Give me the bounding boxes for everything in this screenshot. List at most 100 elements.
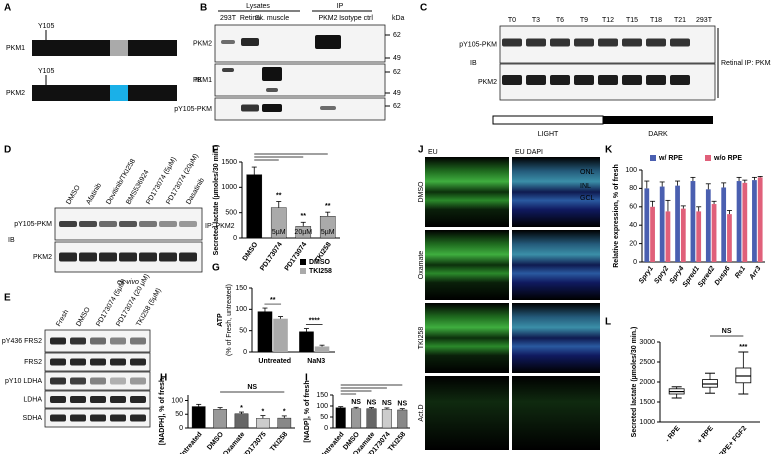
blot-band bbox=[646, 38, 666, 47]
annotation: ** bbox=[276, 192, 282, 199]
y-tick-label: 2500 bbox=[639, 359, 655, 366]
panel-letter: A bbox=[4, 3, 11, 14]
y-tick-label: 0 bbox=[179, 425, 183, 432]
legend-swatch bbox=[650, 155, 656, 161]
bar bbox=[736, 181, 742, 262]
y-tick-label: 100 bbox=[316, 403, 328, 410]
x-tick-label: DMSO bbox=[242, 241, 260, 263]
blot-frame bbox=[214, 97, 386, 121]
domain-bar bbox=[32, 40, 177, 56]
panel-letter: B bbox=[200, 3, 207, 14]
micrograph bbox=[425, 157, 509, 227]
blot-band bbox=[598, 38, 618, 47]
blot-band bbox=[59, 252, 77, 262]
blot-band bbox=[110, 396, 126, 403]
ip-label: Retinal IP: PKM2 bbox=[721, 60, 771, 67]
lane-label: DMSO bbox=[75, 306, 92, 328]
exon-segment bbox=[110, 85, 128, 101]
micrograph bbox=[512, 303, 600, 373]
blot-band bbox=[241, 38, 259, 46]
micrograph bbox=[425, 376, 509, 450]
y-axis-label: ATP bbox=[217, 313, 224, 327]
blot-band bbox=[90, 396, 106, 403]
blot-band bbox=[502, 38, 522, 47]
legend-label: TKI258 bbox=[309, 268, 332, 275]
y-axis-label: Secreted lactate (µmoles/30 min.) bbox=[631, 327, 638, 438]
y-tick-label: 1000 bbox=[221, 184, 237, 191]
panel-letter: H bbox=[160, 373, 167, 384]
annotation: NS bbox=[351, 399, 361, 406]
x-tick-label: Rs1 bbox=[734, 265, 747, 280]
y-axis-label: Relative expression, % of fresh bbox=[613, 164, 620, 267]
bar bbox=[191, 406, 206, 429]
blot-band bbox=[646, 75, 666, 85]
bar bbox=[366, 408, 377, 429]
kda-marker: 49 bbox=[393, 90, 401, 97]
y-tick-label: 0 bbox=[324, 425, 328, 432]
blot-band bbox=[110, 377, 126, 385]
x-tick-label: Untreated bbox=[258, 358, 291, 365]
bar bbox=[273, 318, 288, 352]
x-tick-label: PD173074 bbox=[284, 241, 309, 272]
annotation: ** bbox=[270, 297, 276, 304]
blot-band bbox=[139, 252, 157, 262]
y-tick-label: 150 bbox=[316, 392, 328, 399]
blot-band bbox=[110, 337, 126, 345]
micrograph bbox=[425, 230, 509, 300]
lane-label: Retina bbox=[240, 15, 260, 22]
bar bbox=[234, 413, 249, 429]
blot-band bbox=[110, 414, 126, 422]
micrograph bbox=[512, 157, 600, 227]
blot-band bbox=[550, 38, 570, 47]
panel-letter: F bbox=[212, 145, 218, 156]
bar-label: 20µM bbox=[294, 229, 312, 236]
blot-band bbox=[50, 358, 66, 366]
lane-label: T6 bbox=[556, 17, 564, 24]
y-tick-label: 50 bbox=[239, 328, 247, 335]
blot-band bbox=[90, 358, 106, 366]
blot-band bbox=[70, 377, 86, 385]
blot-frame bbox=[214, 24, 386, 63]
blot-band bbox=[70, 414, 86, 422]
y-tick-label: 20 bbox=[629, 240, 637, 247]
blot-band bbox=[99, 252, 117, 262]
blot-band bbox=[550, 75, 570, 85]
row-label: Oxamate bbox=[418, 251, 425, 280]
lane-label: Fresh bbox=[55, 309, 70, 328]
y-tick-label: 500 bbox=[225, 210, 237, 217]
blot-band bbox=[79, 221, 97, 227]
bar-label: 5µM bbox=[321, 229, 335, 236]
y-tick-label: 3000 bbox=[639, 339, 655, 346]
x-tick-label: PD173075 bbox=[241, 431, 268, 454]
bar bbox=[335, 407, 346, 429]
blot-band bbox=[622, 75, 642, 85]
phase-label: LIGHT bbox=[538, 131, 559, 138]
bar bbox=[299, 331, 314, 352]
blot-band bbox=[130, 358, 146, 366]
panel-letter: D bbox=[4, 145, 11, 156]
y-tick-label: 60 bbox=[629, 204, 637, 211]
lane-label: Dasatinib bbox=[185, 177, 206, 206]
y-axis-label: (% of Fresh, untreated) bbox=[226, 284, 233, 356]
x-tick-label: Spry1 bbox=[638, 265, 655, 285]
x-tick-label: Arr3 bbox=[748, 265, 763, 282]
blot-band bbox=[241, 104, 259, 112]
panel-letter: I bbox=[305, 373, 308, 384]
annotation: * bbox=[262, 408, 265, 415]
y-tick-label: 50 bbox=[320, 414, 328, 421]
x-tick-label: DMSO bbox=[206, 431, 225, 452]
y-tick-label: 0 bbox=[243, 349, 247, 356]
y-tick-label: 1000 bbox=[639, 419, 655, 426]
annotation: NS bbox=[397, 400, 407, 407]
blot-band bbox=[139, 221, 157, 227]
bar bbox=[650, 206, 655, 262]
layer-label: INL bbox=[580, 183, 591, 190]
protein-label: PKM2 bbox=[6, 90, 25, 97]
unit-label: kDa bbox=[392, 15, 405, 22]
row-label: Act.D bbox=[418, 404, 425, 421]
bar bbox=[644, 188, 650, 262]
blot-band bbox=[50, 337, 66, 345]
light-bar bbox=[492, 115, 604, 125]
panel-letter: E bbox=[4, 293, 11, 304]
lane-label: Isotype ctrl bbox=[339, 15, 373, 22]
